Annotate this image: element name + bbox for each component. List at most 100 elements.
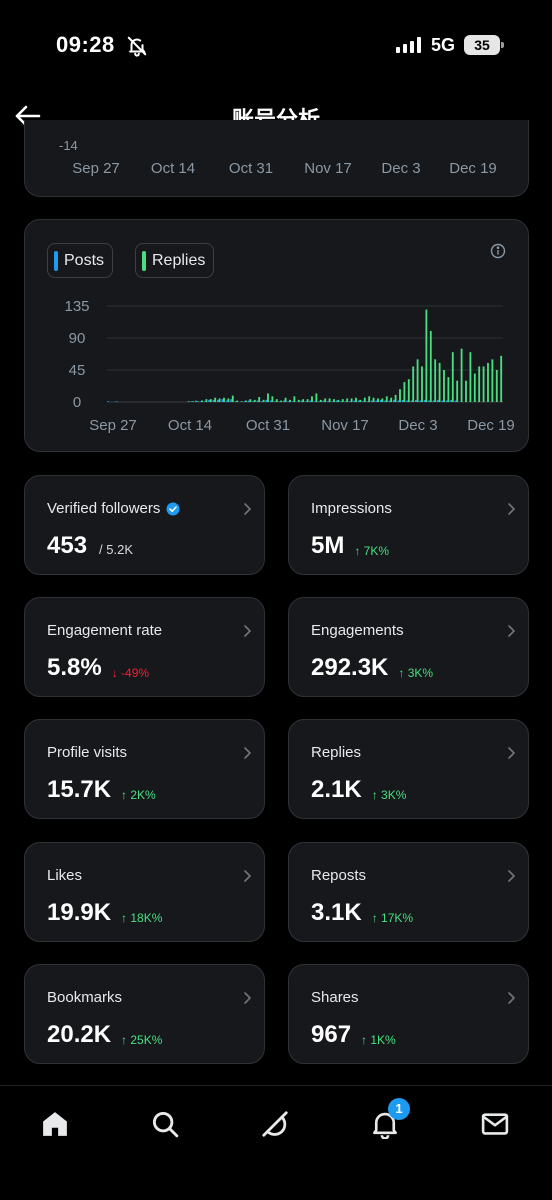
bar-posts xyxy=(344,401,347,402)
bar-replies xyxy=(473,373,476,402)
stat-label-text: Impressions xyxy=(311,500,392,517)
bar-posts xyxy=(274,401,277,402)
bar-posts xyxy=(199,401,202,402)
posts-replies-bar-chart: 135 90 45 0 Sep 27 Oct 14 Oct 31 Nov 17 Dec 3 Dec… xyxy=(64,298,514,434)
chevron-right-icon xyxy=(508,992,515,1004)
stat-value: 5M xyxy=(311,532,345,559)
y-tick-label: 90 xyxy=(69,330,86,347)
stat-label: Engagements xyxy=(311,622,404,639)
bar-posts xyxy=(256,400,259,402)
stat-card-replies[interactable]: Replies 2.1K ↑ 3K% xyxy=(288,719,529,819)
stat-card-likes[interactable]: Likes 19.9K ↑ 18K% xyxy=(24,842,265,942)
battery-level: 35 xyxy=(474,37,490,53)
bar-replies xyxy=(275,399,278,402)
bar-replies xyxy=(469,352,472,402)
nav-grok[interactable] xyxy=(255,1104,295,1144)
bar-posts xyxy=(208,399,211,402)
bar-replies xyxy=(227,398,230,402)
legend-toggle-replies[interactable]: Replies xyxy=(135,243,215,278)
x-axis-labels: Sep 27 Oct 14 Oct 31 Nov 17 Dec 3 Dec 19 xyxy=(25,160,530,180)
bar-replies xyxy=(425,309,428,402)
bar-replies xyxy=(297,399,300,402)
stat-card-engagements[interactable]: Engagements 292.3K ↑ 3K% xyxy=(288,597,529,697)
bar-replies xyxy=(416,359,419,402)
bar-replies xyxy=(372,397,375,402)
bar-posts xyxy=(437,399,439,402)
nav-messages[interactable] xyxy=(475,1104,515,1144)
bar-posts xyxy=(393,399,395,402)
stat-card-shares[interactable]: Shares 967 ↑ 1K% xyxy=(288,964,529,1064)
notification-badge: 1 xyxy=(388,1098,410,1120)
bar-posts xyxy=(309,400,312,402)
stat-label-text: Shares xyxy=(311,989,359,1006)
bar-posts xyxy=(313,401,316,402)
stat-value: 5.8% xyxy=(47,654,102,681)
nav-home[interactable] xyxy=(35,1104,75,1144)
stat-value: 453 xyxy=(47,532,88,559)
bar-replies xyxy=(192,401,195,402)
stat-change-badge: ↑ 2K% xyxy=(121,788,156,802)
bar-replies xyxy=(258,397,261,402)
bar-replies xyxy=(196,401,199,402)
stat-card-engagement-rate[interactable]: Engagement rate 5.8% ↓ -49% xyxy=(24,597,265,697)
chevron-right-icon xyxy=(244,503,251,515)
bar-replies xyxy=(465,380,467,402)
stat-change-badge: ↑ 1K% xyxy=(361,1033,396,1047)
stat-change-badge: ↑ 17K% xyxy=(371,911,414,925)
stat-label: Verified followers xyxy=(47,500,180,517)
bar-posts xyxy=(212,399,215,402)
bar-posts xyxy=(203,401,206,402)
bar-replies xyxy=(399,389,401,402)
x-tick-label: Oct 31 xyxy=(228,160,274,177)
y-tick-label: 135 xyxy=(64,298,89,315)
stat-card-verified-followers[interactable]: Verified followers 453 / 5.2K xyxy=(24,475,265,575)
arrow-left-icon[interactable] xyxy=(14,104,42,128)
stat-label-text: Replies xyxy=(311,744,362,761)
stat-value: 3.1K xyxy=(311,899,362,926)
grok-icon xyxy=(262,1111,288,1137)
y-tick-label: 0 xyxy=(73,394,81,411)
bar-replies xyxy=(218,398,221,402)
stat-label-text: Engagement rate xyxy=(47,622,163,639)
info-icon[interactable] xyxy=(490,243,506,259)
status-bar: 09:28 5G 35 xyxy=(0,0,552,92)
home-icon xyxy=(43,1112,67,1136)
x-tick-label: Dec 3 xyxy=(398,417,437,434)
bar-replies xyxy=(236,400,239,402)
bar-posts xyxy=(379,399,382,402)
stat-card-profile-visits[interactable]: Profile visits 15.7K ↑ 2K% xyxy=(24,719,265,819)
bar-posts xyxy=(291,401,294,402)
legend-toggle-posts[interactable]: Posts xyxy=(47,243,114,278)
bar-posts xyxy=(287,401,290,402)
bar-replies xyxy=(495,370,498,402)
bar-replies xyxy=(223,397,225,402)
bar-replies xyxy=(390,397,393,402)
x-tick-label: Dec 19 xyxy=(449,160,497,177)
bar-replies xyxy=(289,399,291,402)
bar-posts xyxy=(428,400,431,402)
nav-search[interactable] xyxy=(145,1104,185,1144)
stat-card-impressions[interactable]: Impressions 5M ↑ 7K% xyxy=(288,475,529,575)
stat-label: Reposts xyxy=(311,867,366,884)
bar-replies xyxy=(302,399,305,402)
bar-replies xyxy=(355,397,357,402)
stat-label-text: Likes xyxy=(47,867,83,884)
bar-posts xyxy=(327,401,329,402)
bar-replies xyxy=(240,401,243,402)
x-tick-label: Oct 14 xyxy=(150,160,196,177)
bar-posts xyxy=(283,400,285,402)
bar-posts xyxy=(375,400,378,402)
stat-card-reposts[interactable]: Reposts 3.1K ↑ 17K% xyxy=(288,842,529,942)
stat-value: 2.1K xyxy=(311,776,362,803)
bar-posts xyxy=(247,400,250,402)
bar-replies xyxy=(350,398,353,402)
stat-card-bookmarks[interactable]: Bookmarks 20.2K ↑ 25K% xyxy=(24,964,265,1064)
nav-notifications[interactable] xyxy=(365,1104,405,1144)
bar-posts xyxy=(230,399,233,402)
bar-replies xyxy=(456,380,459,402)
bar-posts xyxy=(335,400,338,402)
bar-posts xyxy=(419,400,422,402)
stat-change-badge: ↑ 25K% xyxy=(121,1033,163,1047)
bar-posts xyxy=(115,401,118,402)
bar-posts xyxy=(305,401,307,402)
